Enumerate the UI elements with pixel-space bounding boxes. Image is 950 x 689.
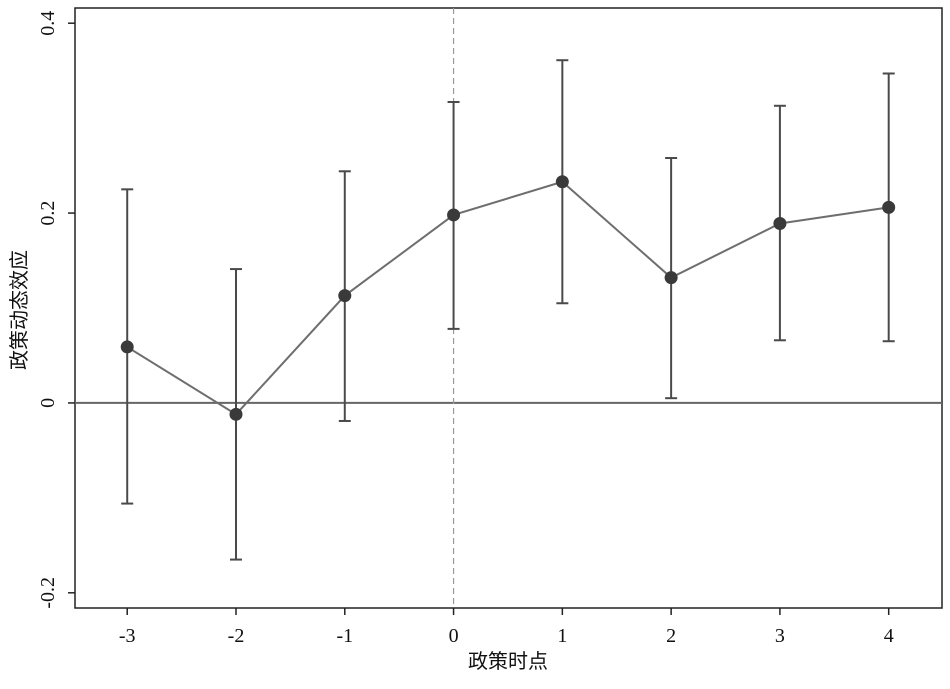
point-estimate <box>120 340 134 354</box>
y-tick-label: 0.2 <box>37 201 59 226</box>
plot-frame <box>74 7 943 609</box>
x-tick-label: 2 <box>666 625 676 647</box>
x-tick-label: 3 <box>775 625 785 647</box>
point-estimate <box>882 200 896 214</box>
x-tick-label: 4 <box>884 625 894 647</box>
point-estimate <box>555 175 569 189</box>
point-estimate <box>229 407 243 421</box>
y-axis-label: 政策动态效应 <box>8 250 31 370</box>
estimate-line <box>126 180 889 416</box>
point-estimate <box>447 208 461 222</box>
x-tick-label: -3 <box>119 625 136 647</box>
y-tick-label: -0.2 <box>37 577 59 609</box>
point-estimate <box>773 217 787 231</box>
x-tick-label: -1 <box>336 625 353 647</box>
x-axis-label: 政策时点 <box>468 650 548 673</box>
y-tick-label: 0 <box>37 398 59 408</box>
y-tick-label: 0.4 <box>37 11 59 36</box>
x-tick-label: -2 <box>228 625 245 647</box>
x-tick-label: 1 <box>557 625 567 647</box>
point-estimate <box>664 271 678 285</box>
x-tick-label: 0 <box>449 625 459 647</box>
point-estimate <box>338 289 352 303</box>
